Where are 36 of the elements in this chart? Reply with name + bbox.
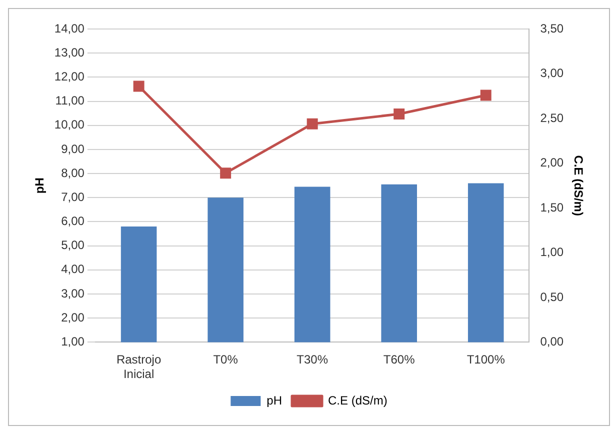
y-tick-label: 4,00 — [61, 262, 85, 276]
y-tick-label: 10,00 — [54, 118, 85, 132]
point — [133, 80, 144, 92]
y2-axis-title: C.E (dS/m) — [571, 155, 586, 216]
y-tick-label: 2,00 — [61, 310, 85, 324]
y-axis-title: pH — [32, 178, 47, 194]
legend-label: pH — [266, 393, 282, 408]
y-tick-label: 14,00 — [54, 21, 85, 36]
y-tick-label: 5,00 — [61, 238, 85, 252]
y-tick-label: 13,00 — [54, 45, 85, 60]
x-tick-label: T60% — [383, 352, 416, 367]
y-tick-label: 8,00 — [61, 166, 85, 180]
y-tick-label: 11,00 — [55, 94, 85, 108]
point — [220, 168, 232, 179]
y2-tick-label: 2,00 — [540, 156, 564, 170]
y2-tick-label: 1,00 — [540, 245, 564, 260]
point — [394, 108, 405, 120]
y2-tick-label: 2,50 — [540, 110, 564, 125]
y2-tick-label: 1,50 — [540, 200, 564, 214]
point — [480, 90, 492, 101]
y2-tick-label: 0,50 — [540, 290, 564, 304]
legend-label: C.E (dS/m) — [328, 393, 388, 408]
y-tick-label: 9,00 — [61, 142, 85, 156]
x-tick-label: T100% — [466, 352, 506, 367]
y-tick-label: 6,00 — [61, 214, 85, 228]
x-tick-label: T30% — [296, 352, 328, 367]
x-tick-label: T0% — [213, 352, 238, 367]
y-tick-label: 7,00 — [61, 190, 85, 204]
y-tick-label: 12,00 — [54, 69, 85, 84]
point — [306, 118, 318, 130]
y2-tick-label: 0,00 — [540, 334, 564, 349]
y2-tick-label: 3,50 — [540, 21, 564, 36]
y2-tick-label: 3,00 — [540, 66, 564, 80]
y-tick-label: 3,00 — [61, 286, 85, 300]
x-tick-label: Rastrojo Inicial — [116, 352, 162, 382]
y-tick-label: 1,00 — [61, 334, 85, 349]
